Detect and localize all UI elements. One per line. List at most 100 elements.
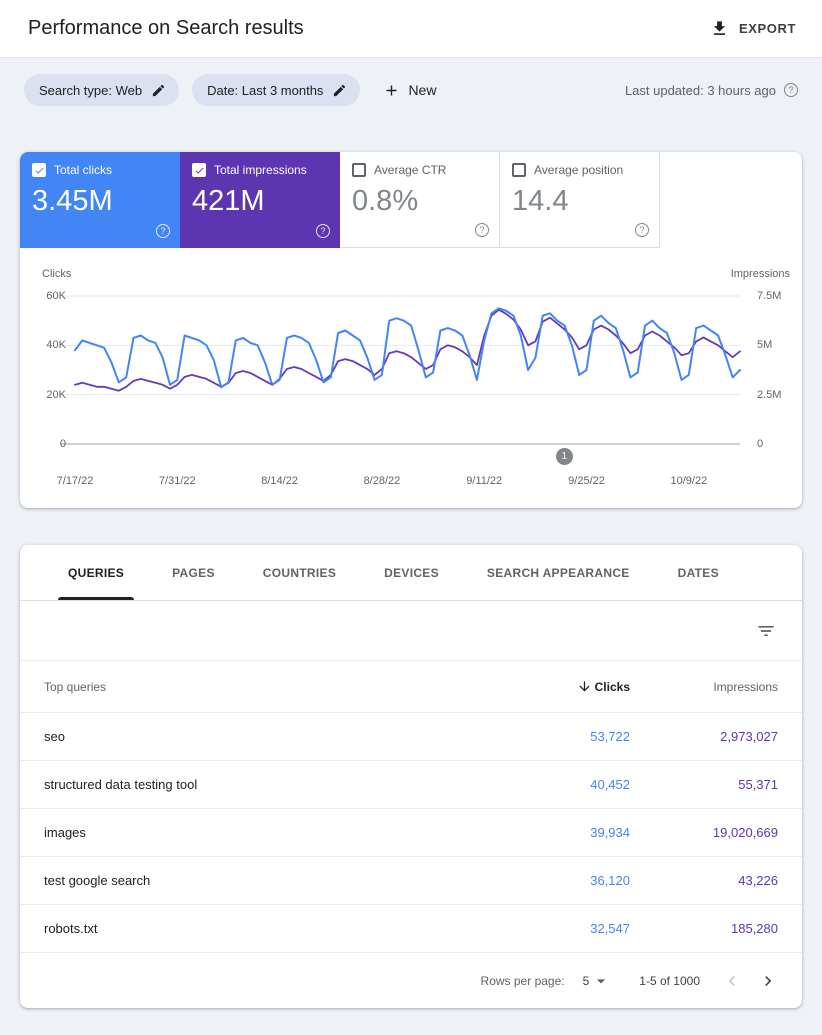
rows-per-page-label: Rows per page:: [480, 973, 565, 988]
clicks-cell: 40,452: [590, 777, 630, 792]
table-row[interactable]: seo 53,722 2,973,027: [20, 713, 802, 761]
clicks-cell: 53,722: [590, 729, 630, 744]
x-axis-tick-label: 10/9/22: [670, 475, 708, 487]
search-type-chip-label: Search type: Web: [39, 82, 143, 98]
search-type-chip[interactable]: Search type: Web: [24, 74, 180, 106]
dimensions-table-card: QUERIES PAGES COUNTRIES DEVICES SEARCH A…: [20, 545, 802, 1008]
new-filter-label: New: [408, 82, 437, 98]
total-clicks-label: Total clicks: [54, 163, 113, 177]
axis-tick-label: 0: [59, 438, 66, 450]
checkbox-checked-icon[interactable]: [32, 163, 46, 177]
rows-per-page-select[interactable]: 5: [583, 971, 612, 991]
table-row[interactable]: images 39,934 19,020,669: [20, 809, 802, 857]
total-impressions-label: Total impressions: [214, 163, 307, 177]
app-header: Performance on Search results EXPORT: [0, 0, 822, 58]
date-range-chip-label: Date: Last 3 months: [207, 82, 324, 98]
column-header-clicks[interactable]: Clicks: [480, 679, 630, 694]
performance-summary-card: Total clicks 3.45M ? Total impressions 4…: [20, 152, 802, 508]
clicks-cell: 32,547: [590, 921, 630, 936]
checkbox-unchecked-icon[interactable]: [512, 163, 526, 177]
help-icon[interactable]: ?: [156, 224, 170, 238]
total-clicks-tile[interactable]: Total clicks 3.45M ?: [20, 152, 180, 248]
pencil-icon[interactable]: [332, 83, 347, 98]
tab-queries[interactable]: QUERIES: [44, 545, 148, 600]
table-row[interactable]: test google search 36,120 43,226: [20, 857, 802, 905]
query-cell: robots.txt: [44, 921, 98, 936]
column-header-query: Top queries: [44, 679, 107, 694]
plus-icon: [386, 85, 397, 95]
impressions-cell: 19,020,669: [712, 825, 778, 840]
impressions-cell: 2,973,027: [720, 729, 778, 744]
left-axis-title: Clicks: [42, 268, 72, 280]
download-icon: [713, 21, 725, 35]
checkbox-unchecked-icon[interactable]: [352, 163, 366, 177]
table-pagination: Rows per page: 5 1-5 of 1000: [20, 953, 802, 1008]
x-axis-tick-label: 8/28/22: [363, 475, 401, 487]
impressions-cell: 43,226: [738, 873, 778, 888]
checkbox-checked-icon[interactable]: [192, 163, 206, 177]
axis-tick-label: 7.5M: [757, 290, 782, 302]
tab-search-appearance[interactable]: SEARCH APPEARANCE: [486, 565, 630, 580]
filter-list-icon[interactable]: [756, 621, 776, 641]
export-label: EXPORT: [738, 21, 796, 36]
clicks-header-label: Clicks: [594, 679, 630, 694]
axis-tick-label: 60K: [46, 290, 66, 302]
dimension-tabs: QUERIES PAGES COUNTRIES DEVICES SEARCH A…: [20, 545, 802, 601]
table-header-row: Top queries Clicks Impressions: [20, 661, 802, 713]
query-cell: images: [44, 825, 86, 840]
tab-countries[interactable]: COUNTRIES: [262, 565, 337, 580]
clicks-cell: 39,934: [590, 825, 630, 840]
last-updated-text: Last updated: 3 hours ago: [624, 82, 776, 98]
impressions-cell: 185,280: [731, 921, 778, 936]
dropdown-arrow-icon: [597, 978, 606, 983]
pencil-icon[interactable]: [151, 83, 166, 98]
x-axis-tick-label: 9/11/22: [466, 475, 503, 487]
tab-devices[interactable]: DEVICES: [384, 565, 439, 580]
axis-tick-label: 40K: [46, 339, 66, 352]
filter-bar: Search type: Web Date: Last 3 months New…: [0, 58, 822, 106]
average-position-tile[interactable]: Average position 14.4 ?: [500, 152, 660, 248]
chart-annotation-marker[interactable]: 1: [555, 448, 573, 465]
date-range-chip[interactable]: Date: Last 3 months: [192, 74, 361, 106]
page-title: Performance on Search results: [28, 17, 304, 39]
chevron-left-icon: [728, 975, 735, 986]
help-icon[interactable]: ?: [475, 223, 489, 237]
table-body: seo 53,722 2,973,027 structured data tes…: [20, 713, 802, 953]
table-row[interactable]: robots.txt 32,547 185,280: [20, 905, 802, 953]
tab-pages[interactable]: PAGES: [172, 565, 215, 580]
next-page-button[interactable]: [750, 963, 786, 999]
average-ctr-tile[interactable]: Average CTR 0.8% ?: [340, 152, 500, 248]
tab-dates[interactable]: DATES: [677, 565, 719, 580]
total-impressions-value: 421M: [192, 185, 265, 217]
last-updated: Last updated: 3 hours ago ?: [625, 83, 798, 98]
x-axis-tick-label: 7/31/22: [158, 475, 196, 487]
total-impressions-tile[interactable]: Total impressions 421M ?: [180, 152, 340, 248]
query-cell: test google search: [44, 873, 151, 888]
column-header-impressions[interactable]: Impressions: [713, 679, 778, 694]
query-cell: seo: [44, 729, 65, 744]
right-axis-title: Impressions: [730, 268, 790, 280]
chart-plot-area[interactable]: [60, 295, 741, 445]
x-axis-tick-label: 8/14/22: [261, 475, 298, 487]
average-position-label: Average position: [534, 163, 624, 177]
chevron-right-icon: [765, 975, 772, 986]
axis-tick-label: 0: [757, 438, 764, 450]
average-ctr-value: 0.8%: [352, 185, 419, 217]
axis-tick-label: 5M: [757, 339, 773, 352]
impressions-cell: 55,371: [738, 777, 778, 792]
help-icon[interactable]: ?: [635, 223, 649, 237]
help-icon[interactable]: ?: [784, 83, 798, 97]
total-clicks-value: 3.45M: [32, 185, 113, 217]
pagination-range: 1-5 of 1000: [639, 973, 700, 988]
metric-tiles: Total clicks 3.45M ? Total impressions 4…: [20, 152, 802, 248]
previous-page-button[interactable]: [714, 963, 750, 999]
sort-descending-icon: [579, 681, 590, 692]
help-icon[interactable]: ?: [316, 224, 330, 238]
table-row[interactable]: structured data testing tool 40,452 55,3…: [20, 761, 802, 809]
average-ctr-label: Average CTR: [374, 163, 447, 177]
rows-per-page-value: 5: [582, 973, 590, 988]
table-toolbar: [20, 601, 802, 661]
new-filter-button[interactable]: New: [383, 82, 436, 99]
axis-tick-label: 2.5M: [757, 388, 782, 401]
export-button[interactable]: EXPORT: [710, 19, 796, 38]
